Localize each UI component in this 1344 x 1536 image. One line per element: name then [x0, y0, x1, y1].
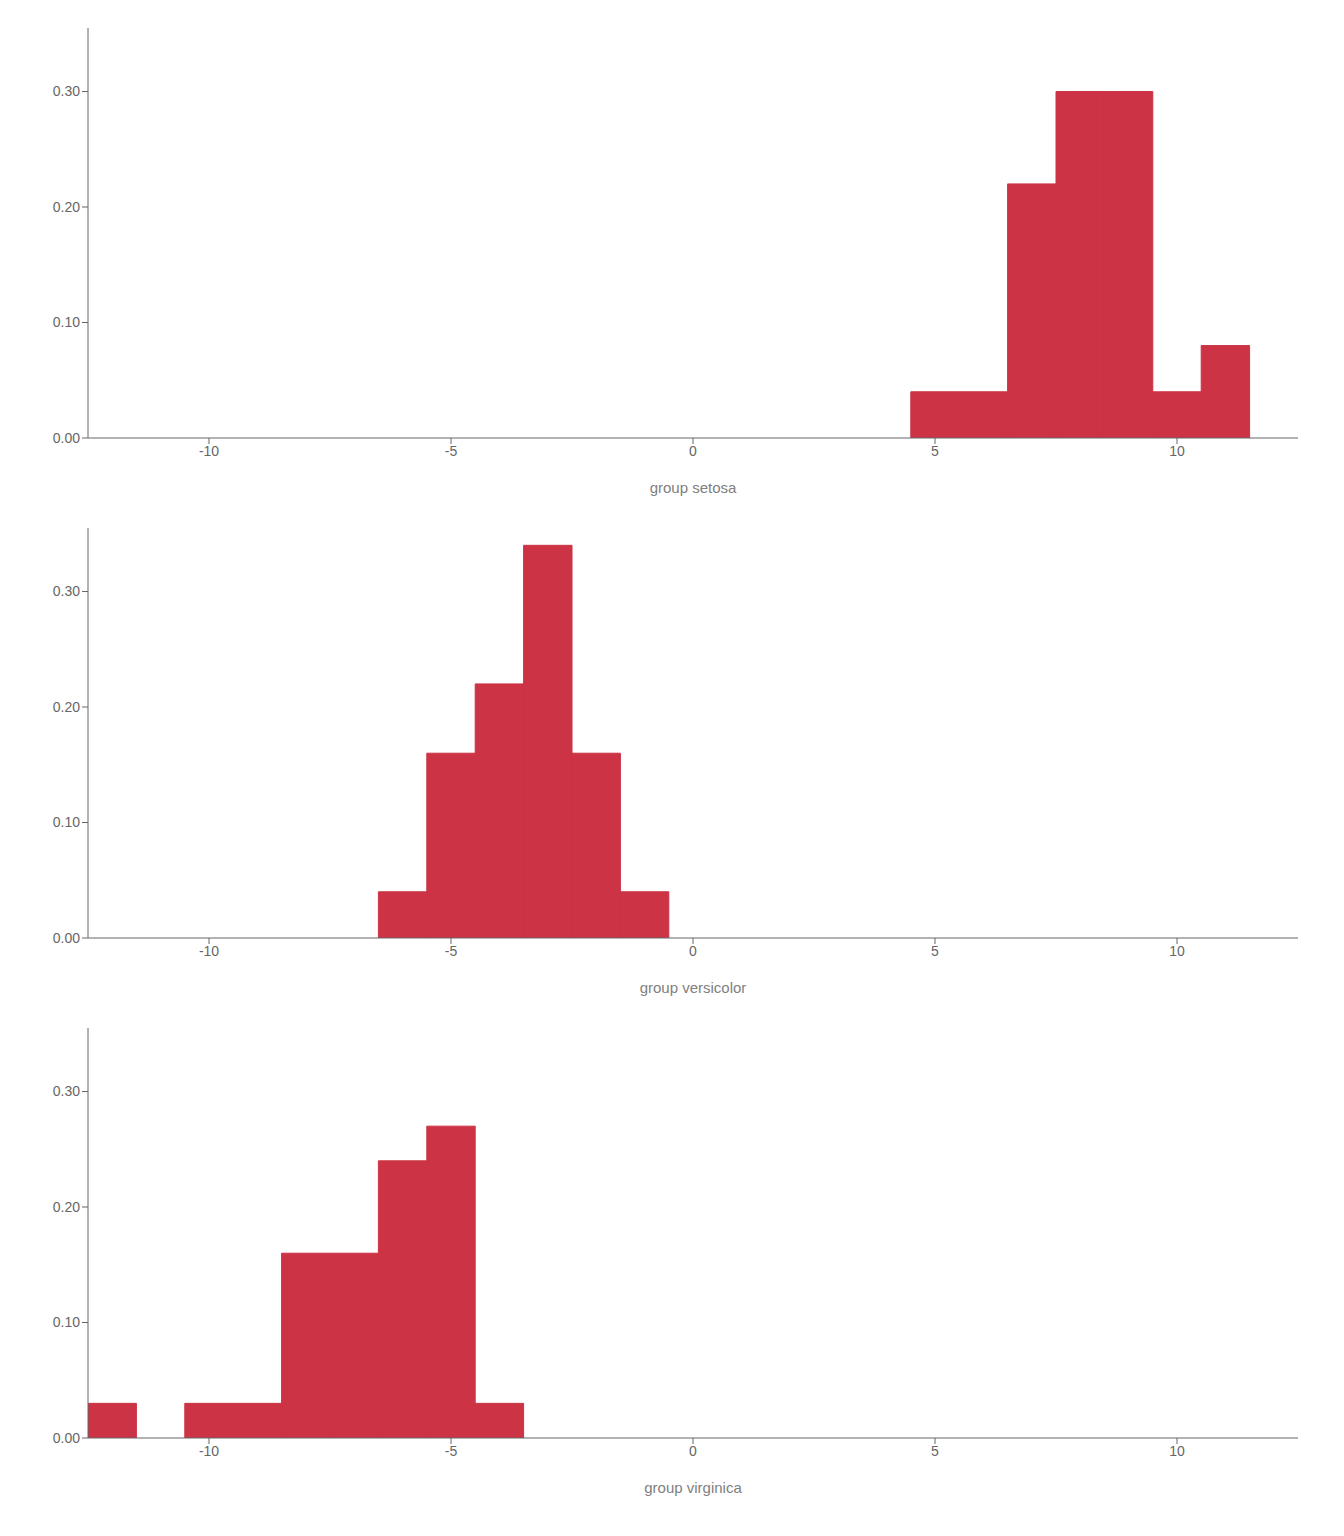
svg-text:5: 5 — [931, 943, 939, 959]
svg-text:0.30: 0.30 — [53, 1083, 80, 1099]
svg-text:0: 0 — [689, 443, 697, 459]
svg-text:10: 10 — [1169, 443, 1185, 459]
svg-text:0.30: 0.30 — [53, 583, 80, 599]
svg-text:-10: -10 — [199, 943, 219, 959]
svg-text:0.10: 0.10 — [53, 814, 80, 830]
svg-text:0.00: 0.00 — [53, 930, 80, 946]
svg-text:-10: -10 — [199, 443, 219, 459]
svg-text:0.10: 0.10 — [53, 314, 80, 330]
svg-text:0.00: 0.00 — [53, 430, 80, 446]
svg-text:-5: -5 — [445, 443, 458, 459]
svg-text:-5: -5 — [445, 943, 458, 959]
svg-text:0.00: 0.00 — [53, 1430, 80, 1446]
svg-text:0.20: 0.20 — [53, 199, 80, 215]
svg-text:5: 5 — [931, 1443, 939, 1459]
svg-text:0: 0 — [689, 1443, 697, 1459]
svg-text:0.20: 0.20 — [53, 1199, 80, 1215]
svg-text:0: 0 — [689, 943, 697, 959]
svg-text:-5: -5 — [445, 1443, 458, 1459]
svg-text:group virginica: group virginica — [644, 1479, 742, 1496]
svg-text:-10: -10 — [199, 1443, 219, 1459]
svg-text:group setosa: group setosa — [650, 479, 737, 496]
svg-text:group versicolor: group versicolor — [640, 979, 747, 996]
svg-text:0.30: 0.30 — [53, 83, 80, 99]
svg-text:5: 5 — [931, 443, 939, 459]
svg-text:0.20: 0.20 — [53, 699, 80, 715]
svg-text:0.10: 0.10 — [53, 1314, 80, 1330]
svg-text:10: 10 — [1169, 943, 1185, 959]
svg-text:10: 10 — [1169, 1443, 1185, 1459]
